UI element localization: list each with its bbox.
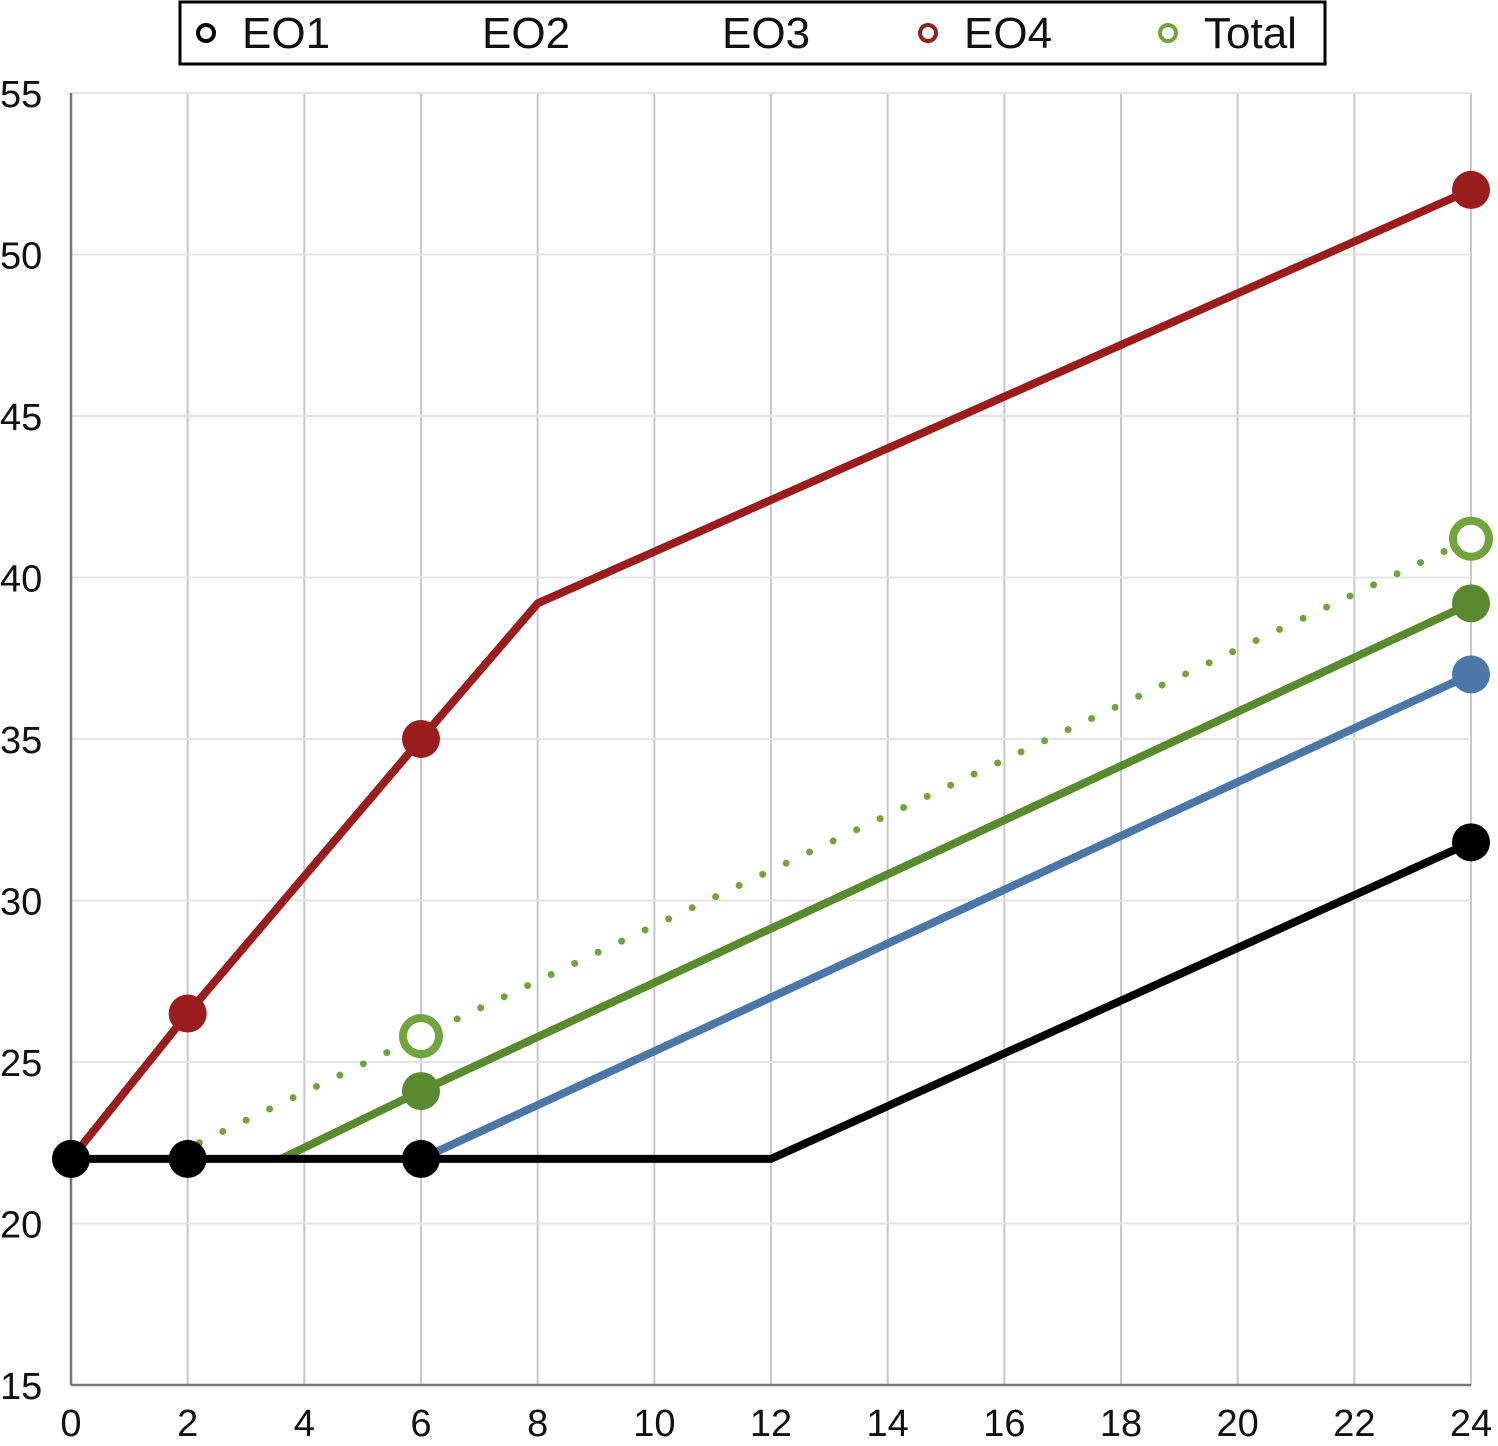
- x-tick-label-7: 14: [867, 1403, 909, 1445]
- series-4-point-1: [168, 1139, 207, 1178]
- series-4: [52, 823, 1490, 1178]
- y-tick-label-0: 15: [0, 1366, 42, 1408]
- series-1: [195, 516, 1493, 1147]
- series-4-point-0: [52, 1139, 90, 1178]
- y-tick-label-4: 35: [0, 720, 42, 762]
- x-tick-label-4: 8: [527, 1403, 548, 1445]
- y-tick-label-5: 40: [0, 559, 42, 601]
- series-2-point-2: [1452, 584, 1490, 623]
- legend-label-3: EO4: [964, 9, 1052, 58]
- y-tick-label-8: 55: [0, 74, 42, 116]
- series-4-point-4: [1452, 823, 1490, 862]
- legend-label-4: Total: [1204, 9, 1297, 58]
- x-tick-label-5: 10: [633, 1403, 675, 1445]
- series-3-point-1: [1452, 655, 1490, 694]
- legend-marker-0: [196, 23, 216, 43]
- x-tick-label-10: 20: [1217, 1403, 1259, 1445]
- series-2-point-1: [402, 1072, 440, 1111]
- series-4-point-2: [402, 1139, 440, 1178]
- series-line-2: [279, 599, 1473, 1163]
- x-tick-label-1: 2: [177, 1403, 198, 1445]
- series-layer: [52, 170, 1493, 1178]
- series-0-point-1: [168, 994, 207, 1033]
- x-tick-label-3: 6: [410, 1403, 431, 1445]
- series-0-point-4: [1452, 170, 1490, 209]
- series-line-1: [195, 535, 1475, 1147]
- series-1-point-1: [399, 1014, 443, 1059]
- series-0: [67, 170, 1490, 1162]
- y-tick-label-2: 25: [0, 1043, 42, 1085]
- legend-marker-3: [918, 23, 938, 43]
- legend-marker-4: [1158, 23, 1178, 43]
- series-3: [419, 655, 1490, 1163]
- legend-label-1: EO2: [482, 9, 570, 58]
- series-0-point-2: [402, 720, 440, 758]
- x-tick-label-8: 16: [983, 1403, 1025, 1445]
- x-tick-label-0: 0: [60, 1403, 81, 1445]
- series-line-3: [419, 670, 1473, 1163]
- series-1-point-2: [1449, 516, 1493, 561]
- legend: EO1 EO2 EO3 EO4 Total: [178, 0, 1327, 66]
- y-tick-label-6: 45: [0, 397, 42, 439]
- series-2: [279, 584, 1490, 1163]
- y-tick-label-3: 30: [0, 882, 42, 924]
- x-tick-label-2: 4: [294, 1403, 315, 1445]
- y-tick-label-1: 20: [0, 1205, 42, 1247]
- legend-label-2: EO3: [722, 9, 810, 58]
- legend-label-0: EO1: [242, 9, 330, 58]
- x-tick-label-9: 18: [1100, 1403, 1142, 1445]
- legend-box: [178, 0, 1327, 66]
- x-tick-label-11: 22: [1333, 1403, 1375, 1445]
- x-tick-label-12: 24: [1450, 1403, 1492, 1445]
- x-tick-label-6: 12: [750, 1403, 792, 1445]
- y-tick-label-7: 50: [0, 236, 42, 278]
